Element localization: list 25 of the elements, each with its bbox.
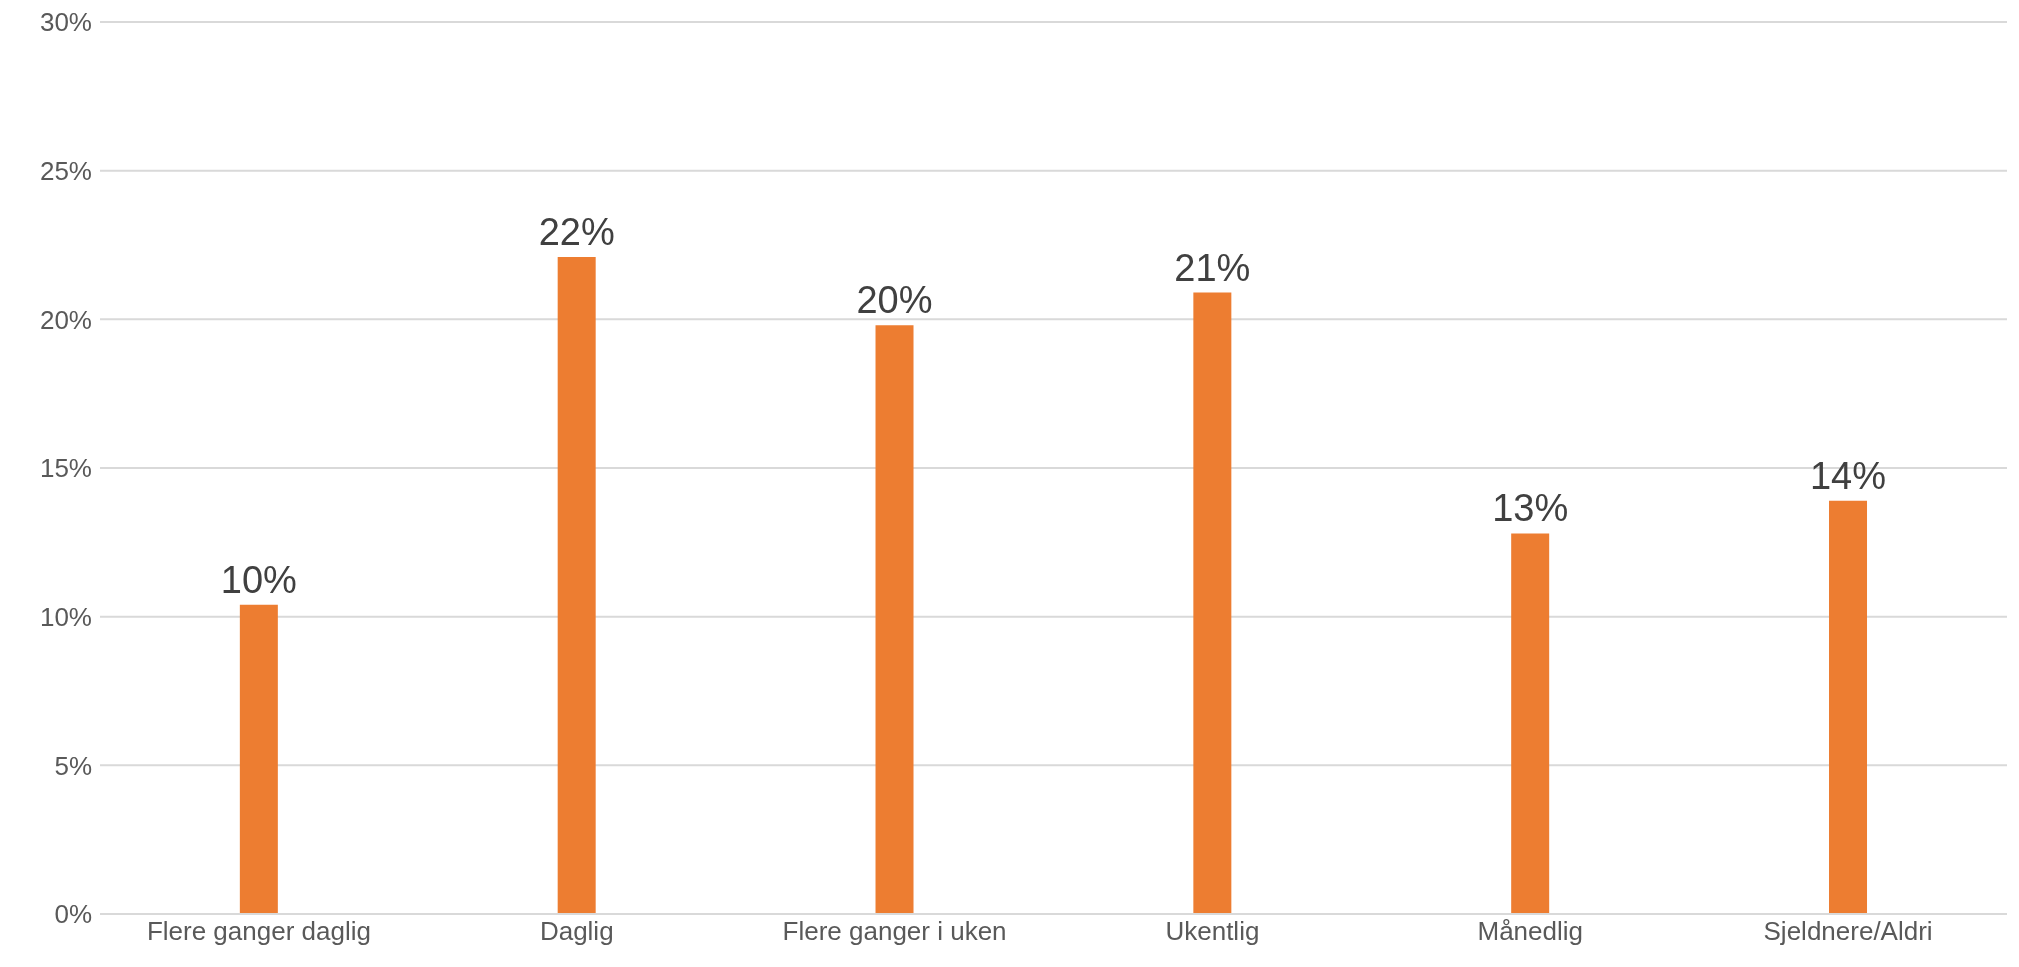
x-tick-label: Månedlig (1477, 916, 1584, 947)
data-label: 22% (538, 210, 615, 253)
bar (557, 256, 596, 914)
bar (875, 325, 914, 914)
data-label: 20% (856, 279, 933, 322)
x-tick-label: Ukentlig (1165, 916, 1260, 947)
bar (1829, 500, 1868, 914)
data-label: 21% (1174, 246, 1251, 289)
y-tick-label: 5% (54, 750, 92, 781)
bar (1193, 292, 1232, 914)
y-tick-label: 30% (39, 7, 92, 38)
y-tick-label: 0% (54, 899, 92, 930)
data-label: 13% (1492, 487, 1569, 530)
data-label: 14% (1809, 454, 1887, 497)
y-tick-label: 20% (39, 304, 92, 335)
data-label: 10% (220, 558, 297, 601)
x-tick-label: Flere ganger daglig (146, 916, 371, 947)
y-tick-label: 25% (39, 155, 92, 186)
x-tick-label: Flere ganger i uken (782, 916, 1007, 947)
bar (1511, 533, 1550, 914)
bar (239, 604, 278, 914)
y-tick-label: 15% (39, 453, 92, 484)
x-tick-label: Daglig (539, 916, 614, 947)
x-tick-label: Sjeldnere/Aldri (1763, 916, 1933, 947)
y-tick-label: 10% (39, 601, 92, 632)
